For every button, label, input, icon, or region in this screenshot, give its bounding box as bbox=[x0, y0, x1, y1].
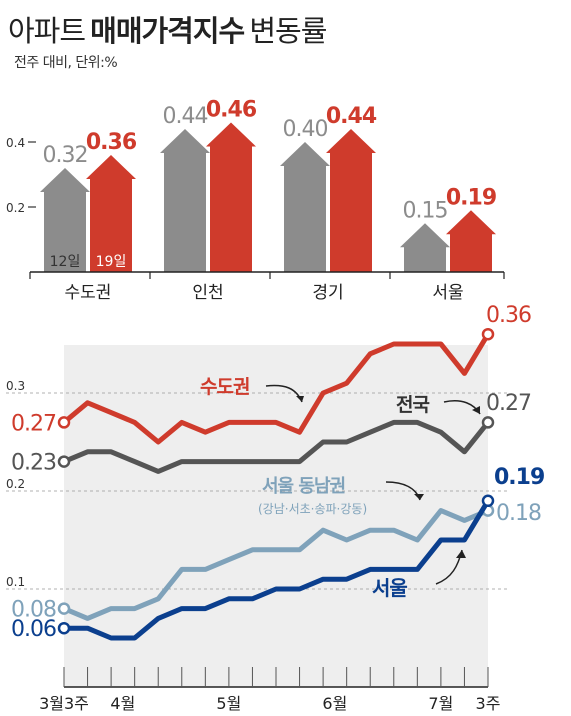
leader-arrowhead bbox=[472, 406, 480, 414]
category-label: 인천 bbox=[192, 283, 223, 300]
title-part1: 아파트 bbox=[8, 14, 86, 48]
endpoint-marker bbox=[57, 621, 71, 635]
bar-arrow bbox=[446, 210, 496, 272]
bar-value-label: 0.19 bbox=[446, 185, 496, 210]
bar-chart: 0.40.20.3212일0.3619일수도권0.440.46인천0.400.4… bbox=[6, 98, 505, 300]
series-sub-label: (강남·서초·송파·강동) bbox=[258, 502, 367, 516]
bar-value-label: 0.44 bbox=[326, 104, 377, 129]
start-value-label: 0.23 bbox=[11, 451, 56, 476]
series-name-label: 서울 bbox=[372, 576, 407, 600]
leader-arrowhead bbox=[456, 550, 466, 558]
title-part3: 변동률 bbox=[249, 14, 327, 48]
endpoint-marker bbox=[57, 416, 71, 429]
plot-background bbox=[64, 345, 488, 687]
bar-value-label: 0.44 bbox=[163, 104, 208, 129]
bar-value-label: 0.32 bbox=[43, 143, 88, 168]
category-label: 서울 bbox=[432, 283, 463, 300]
bar-value-label: 0.36 bbox=[86, 130, 137, 155]
x-tick-label: 3주 bbox=[476, 694, 501, 713]
bar-arrow bbox=[160, 129, 210, 272]
bar-arrow bbox=[326, 129, 376, 272]
series-line bbox=[61, 498, 491, 641]
start-value-label: 0.06 bbox=[11, 617, 56, 642]
bar-arrow bbox=[40, 168, 90, 272]
leader-arrowhead bbox=[296, 396, 304, 402]
end-value-label: 0.36 bbox=[486, 303, 531, 328]
series-line bbox=[61, 508, 491, 621]
y-tick-label: 0.1 bbox=[6, 575, 25, 589]
bar-value-label: 0.15 bbox=[403, 198, 448, 223]
x-tick-label: 4월 bbox=[110, 694, 135, 713]
x-tick-label: 6월 bbox=[322, 694, 347, 713]
title-part2: 매매가격지수 bbox=[90, 14, 245, 48]
end-value-label: 0.27 bbox=[486, 391, 531, 416]
bar-arrow bbox=[206, 122, 256, 272]
series-name-label: 서울 동남권 bbox=[262, 476, 346, 497]
legend-label: 19일 bbox=[96, 254, 127, 270]
endpoint-marker bbox=[481, 327, 495, 341]
x-tick-label: 5월 bbox=[216, 694, 241, 713]
bar-arrow bbox=[400, 223, 450, 272]
y-tick-label: 0.2 bbox=[6, 477, 25, 491]
series-line bbox=[61, 419, 491, 474]
endpoint-marker bbox=[481, 416, 495, 429]
leader-arrowhead bbox=[414, 494, 424, 500]
series-name-label: 수도권 bbox=[200, 376, 249, 398]
start-value-label: 0.27 bbox=[11, 411, 56, 436]
endpoint-marker bbox=[57, 455, 71, 468]
chart-subtitle: 전주 대비, 단위:% bbox=[14, 55, 118, 71]
endpoint-marker bbox=[57, 602, 71, 615]
endpoint-marker bbox=[481, 494, 495, 508]
x-tick-label: 3월3주 bbox=[39, 694, 89, 713]
legend-label: 12일 bbox=[50, 254, 81, 270]
chart-title: 아파트 매매가격지수 변동률 bbox=[8, 8, 327, 50]
bar-arrow bbox=[86, 155, 136, 272]
end-value-label: 0.18 bbox=[496, 501, 541, 526]
series-name-label: 전국 bbox=[396, 394, 429, 416]
x-tick-label: 7월 bbox=[428, 694, 453, 713]
end-value-label: 0.19 bbox=[494, 465, 544, 490]
bar-value-label: 0.46 bbox=[206, 98, 257, 123]
y-tick-label: 0.3 bbox=[6, 379, 25, 393]
series-line bbox=[61, 331, 491, 445]
bar-arrow bbox=[280, 142, 330, 272]
y-tick-label: 0.2 bbox=[6, 201, 25, 215]
y-tick-label: 0.4 bbox=[6, 136, 25, 150]
category-label: 경기 bbox=[312, 283, 343, 300]
start-value-label: 0.08 bbox=[11, 598, 56, 623]
category-label: 수도권 bbox=[65, 283, 112, 300]
bar-value-label: 0.40 bbox=[283, 117, 328, 142]
